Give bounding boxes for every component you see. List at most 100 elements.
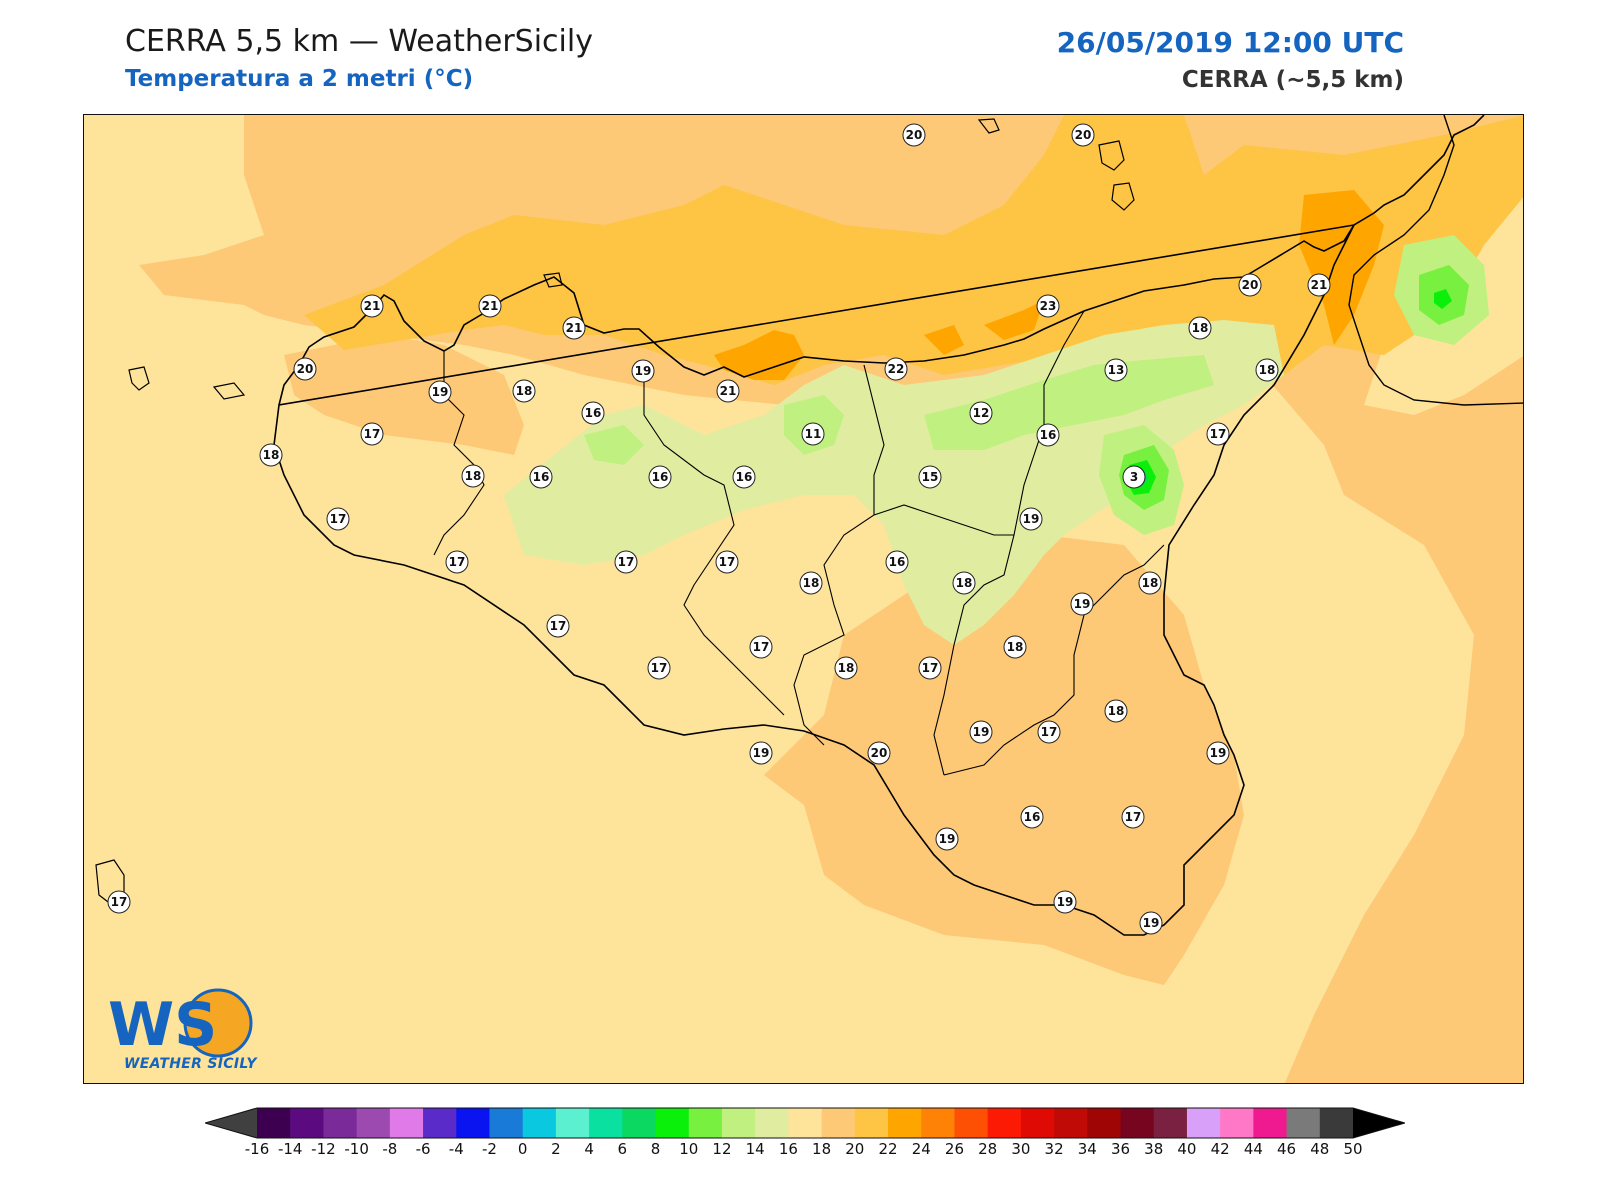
colorbar-swatch (1253, 1108, 1288, 1138)
station-marker-circle (749, 741, 773, 765)
station-marker: 19 (1053, 890, 1077, 914)
station-marker-circle (1188, 316, 1212, 340)
station-marker: 20 (293, 357, 317, 381)
station-marker: 21 (562, 316, 586, 340)
colorbar-swatch (522, 1108, 557, 1138)
colorbar-swatch (555, 1108, 590, 1138)
colorbar-tick-label: 8 (650, 1140, 661, 1158)
station-marker-circle (867, 741, 891, 765)
station-marker: 19 (969, 720, 993, 744)
station-marker-circle (716, 379, 740, 403)
island-aeolian-b (1098, 140, 1135, 211)
station-value: 17 (1125, 810, 1142, 824)
colorbar-tick-label: 32 (1044, 1140, 1064, 1158)
colorbar-tick-label: -10 (344, 1140, 369, 1158)
colorbar-tick-label: 50 (1343, 1140, 1363, 1158)
station-value: 19 (1074, 597, 1091, 611)
station-marker-circle (461, 464, 485, 488)
station-value: 19 (1210, 746, 1227, 760)
station-marker: 12 (969, 401, 993, 425)
station-value: 18 (263, 448, 280, 462)
station-marker: 18 (512, 379, 536, 403)
colorbar-swatch (721, 1108, 756, 1138)
colorbar-swatch (1286, 1108, 1321, 1138)
station-marker: 17 (749, 635, 773, 659)
station-value: 22 (888, 362, 905, 376)
station-marker-circle (1104, 699, 1128, 723)
colorbar-tick-label: 46 (1277, 1140, 1297, 1158)
station-marker-circle (1070, 592, 1094, 616)
station-marker-circle (935, 827, 959, 851)
colorbar-labels: -16 -14 -12 -10 -8 -6 -4 -2 0 2 4 6 8 10 12 14 16 18 20 22 2… (205, 1140, 1405, 1164)
colorbar-swatch (323, 1108, 358, 1138)
field-18-20-south (764, 535, 1244, 985)
field-22-24-d (1299, 190, 1384, 345)
station-value: 17 (111, 895, 128, 909)
station-marker-circle (1036, 423, 1060, 447)
station-value: 21 (566, 321, 583, 335)
colorbar-tick-label: 0 (517, 1140, 528, 1158)
station-marker: 16 (885, 550, 909, 574)
colorbar-swatch (1319, 1108, 1354, 1138)
station-value: 17 (753, 640, 770, 654)
field-8-10-b (1434, 289, 1452, 309)
station-marker-circle (512, 379, 536, 403)
station-marker: 17 (1037, 720, 1061, 744)
station-marker: 18 (1003, 635, 1027, 659)
colorbar-tick-label: -2 (482, 1140, 497, 1158)
colorbar-swatch (257, 1108, 291, 1138)
station-value: 16 (533, 470, 550, 484)
station-marker-circle (902, 123, 926, 147)
station-marker: 18 (259, 443, 283, 467)
station-marker: 17 (326, 507, 350, 531)
colorbar-under-arrow (205, 1108, 257, 1138)
station-marker: 20 (1238, 273, 1262, 297)
station-value: 16 (1024, 810, 1041, 824)
station-marker-circle (884, 357, 908, 381)
station-marker: 16 (732, 465, 756, 489)
station-value: 17 (719, 555, 736, 569)
station-marker-circle (445, 550, 469, 574)
station-value: 19 (635, 364, 652, 378)
station-marker: 19 (1019, 507, 1043, 531)
station-marker: 18 (834, 656, 858, 680)
station-marker-circle (1238, 273, 1262, 297)
station-marker-circle (647, 656, 671, 680)
station-marker: 3 (1122, 465, 1146, 489)
station-marker-circle (969, 720, 993, 744)
station-value: 18 (1007, 640, 1024, 654)
colorbar-tick-label: 24 (911, 1140, 931, 1158)
station-marker: 17 (360, 422, 384, 446)
colorbar-tick-label: 6 (617, 1140, 628, 1158)
colorbar-tick-label: 42 (1210, 1140, 1230, 1158)
station-marker-circle (107, 890, 131, 914)
colorbar-swatch (954, 1108, 989, 1138)
station-value: 12 (973, 406, 990, 420)
station-marker: 17 (647, 656, 671, 680)
station-marker-circle (1138, 571, 1162, 595)
station-marker: 21 (716, 379, 740, 403)
station-marker: 19 (1139, 911, 1163, 935)
station-marker: 17 (715, 550, 739, 574)
map-subtitle: Temperatura a 2 metri (°C) (125, 66, 474, 92)
station-value: 18 (516, 384, 533, 398)
station-value: 17 (922, 661, 939, 675)
station-marker: 18 (799, 571, 823, 595)
colorbar-tick-label: 12 (712, 1140, 732, 1158)
station-value: 21 (1311, 278, 1328, 292)
station-value: 21 (720, 384, 737, 398)
station-marker: 18 (461, 464, 485, 488)
colorbar-tick-label: -14 (277, 1140, 303, 1158)
map-title: CERRA 5,5 km — WeatherSicily (125, 24, 593, 59)
temperature-colorbar: -16 -14 -12 -10 -8 -6 -4 -2 0 2 4 6 8 10 12 14 16 18 20 22 2… (203, 1106, 1407, 1176)
station-marker: 19 (1206, 741, 1230, 765)
weathersicily-logo: WS WEATHER SICILY (98, 983, 258, 1078)
field-12-14-e (584, 425, 644, 465)
colorbar-tick-label: 28 (978, 1140, 998, 1158)
station-marker-circle (326, 507, 350, 531)
island-aeolian-a (977, 118, 1000, 134)
station-marker-circle (478, 294, 502, 318)
colorbar-over-arrow (1353, 1108, 1405, 1138)
station-value: 17 (1210, 427, 1227, 441)
station-value: 16 (736, 470, 753, 484)
